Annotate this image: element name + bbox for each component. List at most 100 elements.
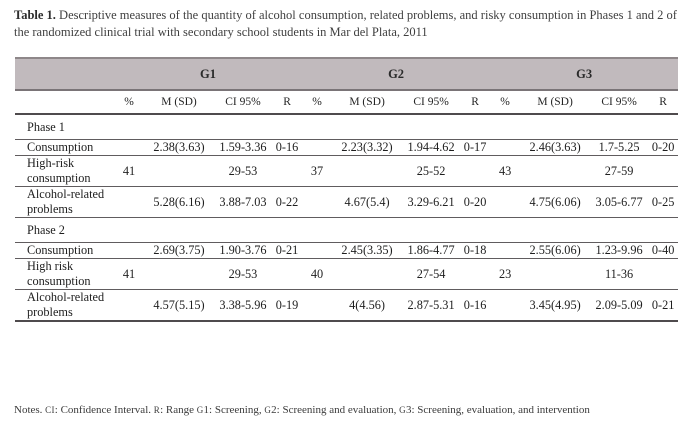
cell-g1-msd: 5.28(6.16) xyxy=(144,186,214,218)
column-header-g2-r: R xyxy=(460,90,491,115)
cell-g2-ci95: 1.86-4.77 xyxy=(402,242,461,259)
section-row: Phase 1 xyxy=(15,114,679,140)
table-row: High risk consumption 41 29-53 40 27-54 23 11-… xyxy=(15,258,679,290)
cell-g3-pct: 43 xyxy=(490,155,521,187)
row-label: Alcohol-related problems xyxy=(15,186,114,218)
notes-abbreviation: G xyxy=(264,405,272,415)
column-header-g3-msd: M (SD) xyxy=(520,90,591,115)
column-header-g2-msd: M (SD) xyxy=(332,90,403,115)
cell-g3-r: 0-40 xyxy=(648,242,679,259)
notes-abbreviation: G xyxy=(399,405,406,415)
cell-g1-r: 0-16 xyxy=(272,139,303,156)
notes-text: : Range xyxy=(160,404,197,416)
cell-g2-ci95: 27-54 xyxy=(402,258,461,290)
cell-g3-pct xyxy=(490,139,521,156)
group-header-g2: G2 xyxy=(302,57,491,91)
corner-cell xyxy=(15,57,114,91)
cell-g1-msd xyxy=(144,258,214,290)
cell-g3-pct xyxy=(490,186,521,218)
cell-g2-pct xyxy=(302,242,333,259)
cell-g1-r: 0-21 xyxy=(272,242,303,259)
cell-g2-pct: 40 xyxy=(302,258,333,290)
cell-g2-ci95: 25-52 xyxy=(402,155,461,187)
notes-text: 3: Screening, evaluation, and interventi… xyxy=(405,404,590,416)
cell-g2-msd: 2.23(3.32) xyxy=(332,139,403,156)
table-row: Alcohol-related problems 4.57(5.15) 3.38-5… xyxy=(15,289,679,322)
cell-g3-msd: 2.46(3.63) xyxy=(520,139,591,156)
cell-g2-r: 0-20 xyxy=(460,186,491,218)
cell-g2-ci95: 2.87-5.31 xyxy=(402,289,461,322)
cell-g2-r xyxy=(460,258,491,290)
cell-g1-ci95: 29-53 xyxy=(214,258,272,290)
cell-g3-pct xyxy=(490,289,521,322)
cell-g2-msd: 2.45(3.35) xyxy=(332,242,403,259)
cell-g2-r xyxy=(460,155,491,187)
notes-abbreviation: G xyxy=(196,405,204,415)
column-header-g2-pct: % xyxy=(302,90,333,115)
cell-g3-r xyxy=(648,155,679,187)
cell-g1-r: 0-19 xyxy=(272,289,303,322)
cell-g3-ci95: 3.05-6.77 xyxy=(590,186,649,218)
column-header-g1-r: R xyxy=(272,90,303,115)
column-header-g1-msd: M (SD) xyxy=(144,90,214,115)
section-row-label: Phase 1 xyxy=(15,114,679,140)
cell-g1-r: 0-22 xyxy=(272,186,303,218)
cell-g1-ci95: 29-53 xyxy=(214,155,272,187)
notes-text: Notes. xyxy=(14,404,46,416)
cell-g1-pct xyxy=(114,186,144,218)
cell-g2-pct xyxy=(302,289,333,322)
notes-text: 1: Screening, xyxy=(203,404,265,416)
cell-g1-pct xyxy=(114,289,144,322)
cell-g1-msd xyxy=(144,155,214,187)
cell-g2-r: 0-17 xyxy=(460,139,491,156)
row-label: High-risk consumption xyxy=(15,155,114,187)
cell-g3-r xyxy=(648,258,679,290)
cell-g3-ci95: 1.23-9.96 xyxy=(590,242,649,259)
data-table: G1 G2 G3% M (SD) CI 95% R% M (SD) CI 95% R% M (SD… xyxy=(15,57,679,322)
cell-g2-msd xyxy=(332,258,403,290)
cell-g1-pct xyxy=(114,242,144,259)
row-label: Alcohol-related problems xyxy=(15,289,114,322)
table-caption-number: Table 1. xyxy=(14,8,56,22)
cell-g1-ci95: 1.90-3.76 xyxy=(214,242,272,259)
column-header-g2-ci95: CI 95% xyxy=(402,90,461,115)
cell-g3-r: 0-20 xyxy=(648,139,679,156)
cell-g2-msd xyxy=(332,155,403,187)
cell-g3-msd xyxy=(520,155,591,187)
cell-g3-pct xyxy=(490,242,521,259)
cell-g3-r: 0-25 xyxy=(648,186,679,218)
notes-text: 2: Screening and evaluation, xyxy=(271,404,400,416)
cell-g1-ci95: 3.88-7.03 xyxy=(214,186,272,218)
cell-g3-r: 0-21 xyxy=(648,289,679,322)
cell-g3-ci95: 11-36 xyxy=(590,258,649,290)
column-header-g3-ci95: CI 95% xyxy=(590,90,649,115)
table-row: Consumption 2.38(3.63) 1.59-3.36 0-16 2.23(3… xyxy=(15,139,679,156)
cell-g3-msd: 4.75(6.06) xyxy=(520,186,591,218)
cell-g3-pct: 23 xyxy=(490,258,521,290)
cell-g1-r xyxy=(272,258,303,290)
cell-g2-msd: 4.67(5.4) xyxy=(332,186,403,218)
column-header-g1-pct: % xyxy=(114,90,144,115)
group-header-g3: G3 xyxy=(490,57,679,91)
cell-g2-pct: 37 xyxy=(302,155,333,187)
column-header-g3-r: R xyxy=(648,90,679,115)
cell-g1-r xyxy=(272,155,303,187)
cell-g1-pct xyxy=(114,139,144,156)
cell-g2-r: 0-16 xyxy=(460,289,491,322)
cell-g1-msd: 4.57(5.15) xyxy=(144,289,214,322)
cell-g1-ci95: 3.38-5.96 xyxy=(214,289,272,322)
notes-abbreviation: R xyxy=(153,405,161,415)
table-notes: Notes. CI: Confidence Interval. R: Range… xyxy=(14,403,694,417)
cell-g3-ci95: 1.7-5.25 xyxy=(590,139,649,156)
table-row: Consumption 2.69(3.75) 1.90-3.76 0-21 2.45(3… xyxy=(15,242,679,259)
corner-cell xyxy=(15,90,114,115)
table-row: Alcohol-related problems 5.28(6.16) 3.88-7… xyxy=(15,186,679,218)
notes-text: : Confidence Interval. xyxy=(54,404,154,416)
cell-g2-pct xyxy=(302,186,333,218)
notes-abbreviation: CI xyxy=(45,405,55,415)
cell-g2-pct xyxy=(302,139,333,156)
cell-g2-ci95: 3.29-6.21 xyxy=(402,186,461,218)
cell-g3-ci95: 27-59 xyxy=(590,155,649,187)
table-caption-text: Descriptive measures of the quantity of … xyxy=(14,8,677,39)
cell-g1-pct: 41 xyxy=(114,155,144,187)
